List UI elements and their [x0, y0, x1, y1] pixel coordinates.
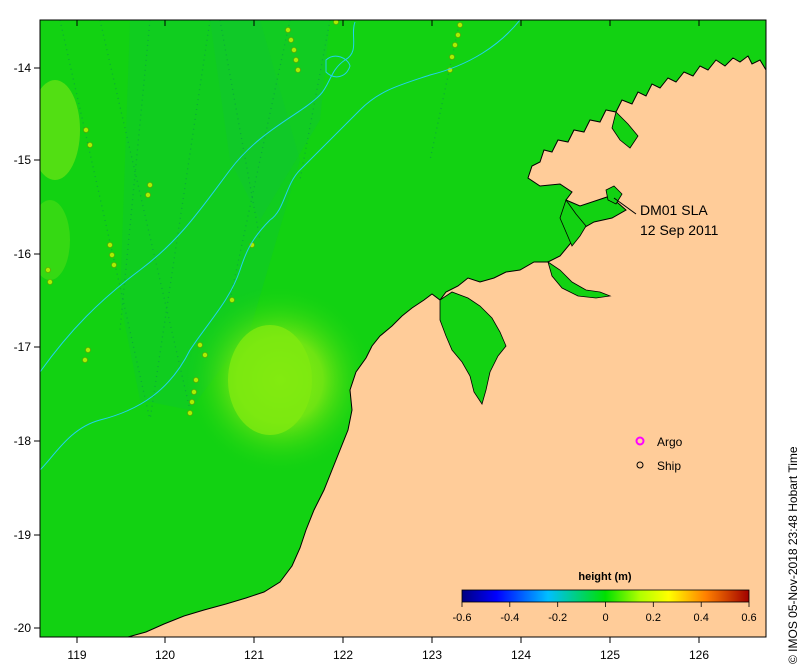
platform-legend: Argo Ship — [635, 435, 683, 473]
warm-eddy-core — [228, 325, 312, 435]
lon-tick-label: 121 — [244, 648, 264, 662]
map-plot-area — [40, 20, 766, 637]
west-edge-anomaly — [40, 80, 80, 180]
plot-frame — [39, 19, 767, 638]
lon-tick-label: 125 — [600, 648, 620, 662]
dm01-island — [605, 185, 623, 205]
colorbar-tick-label: 0.4 — [694, 612, 709, 624]
colorbar-tick-label: 0.6 — [741, 612, 756, 624]
lat-tick-label: -20 — [14, 621, 32, 635]
king-sound-gulf — [439, 291, 507, 405]
colorbar-tick-label: 0.2 — [646, 612, 661, 624]
lon-tick-label: 119 — [67, 648, 86, 662]
isobath-contour — [40, 20, 521, 471]
land-mass — [127, 55, 766, 637]
lon-tick-label: 126 — [689, 648, 709, 662]
product-label: DM01 SLA — [640, 202, 708, 218]
colorbar-title: height (m) — [578, 571, 631, 583]
lon-tick-label: 124 — [511, 648, 531, 662]
ship-marker-icon — [636, 461, 644, 469]
lat-axis: -14 -15 -16 -17 -18 -19 -20 — [14, 61, 40, 635]
ship-legend-label: Ship — [657, 459, 681, 473]
northern-inlet — [559, 199, 587, 247]
colorbar-tick-label: -0.2 — [548, 612, 567, 624]
argo-marker-icon — [635, 436, 645, 446]
lat-tick-label: -16 — [14, 247, 32, 261]
colorbar-ramp — [461, 589, 750, 603]
colorbar: height (m) -0.6 -0.4 -0.2 0 0.2 0.4 0.6 — [453, 571, 757, 624]
lon-tick-label: 122 — [333, 648, 353, 662]
lon-tick-label: 123 — [422, 648, 442, 662]
collier-bay-inlet — [547, 261, 612, 299]
lon-axis: 119 120 121 122 123 124 125 126 — [67, 20, 709, 662]
west-edge-anomaly-2 — [40, 200, 70, 280]
lat-tick-label: -18 — [14, 434, 32, 448]
colorbar-tick-label: -0.4 — [500, 612, 519, 624]
lat-tick-label: -19 — [14, 528, 32, 542]
date-label: 12 Sep 2011 — [640, 222, 719, 238]
along-track-points — [45, 20, 463, 416]
colorbar-tick-label: 0 — [602, 612, 608, 624]
lat-tick-label: -14 — [14, 61, 32, 75]
imos-credit: © IMOS 05-Nov-2018 23:48 Hobart Time — [786, 446, 800, 664]
isobath-island — [325, 55, 351, 78]
annotation-leader-line — [613, 197, 637, 215]
altimeter-tracks — [59, 20, 461, 421]
lat-tick-label: -17 — [14, 340, 32, 354]
lon-tick-label: 120 — [155, 648, 175, 662]
cambridge-gulf-inlet — [611, 111, 639, 149]
argo-legend-label: Argo — [657, 435, 683, 449]
colorbar-tick-label: -0.6 — [453, 612, 472, 624]
lat-tick-label: -15 — [14, 153, 32, 167]
